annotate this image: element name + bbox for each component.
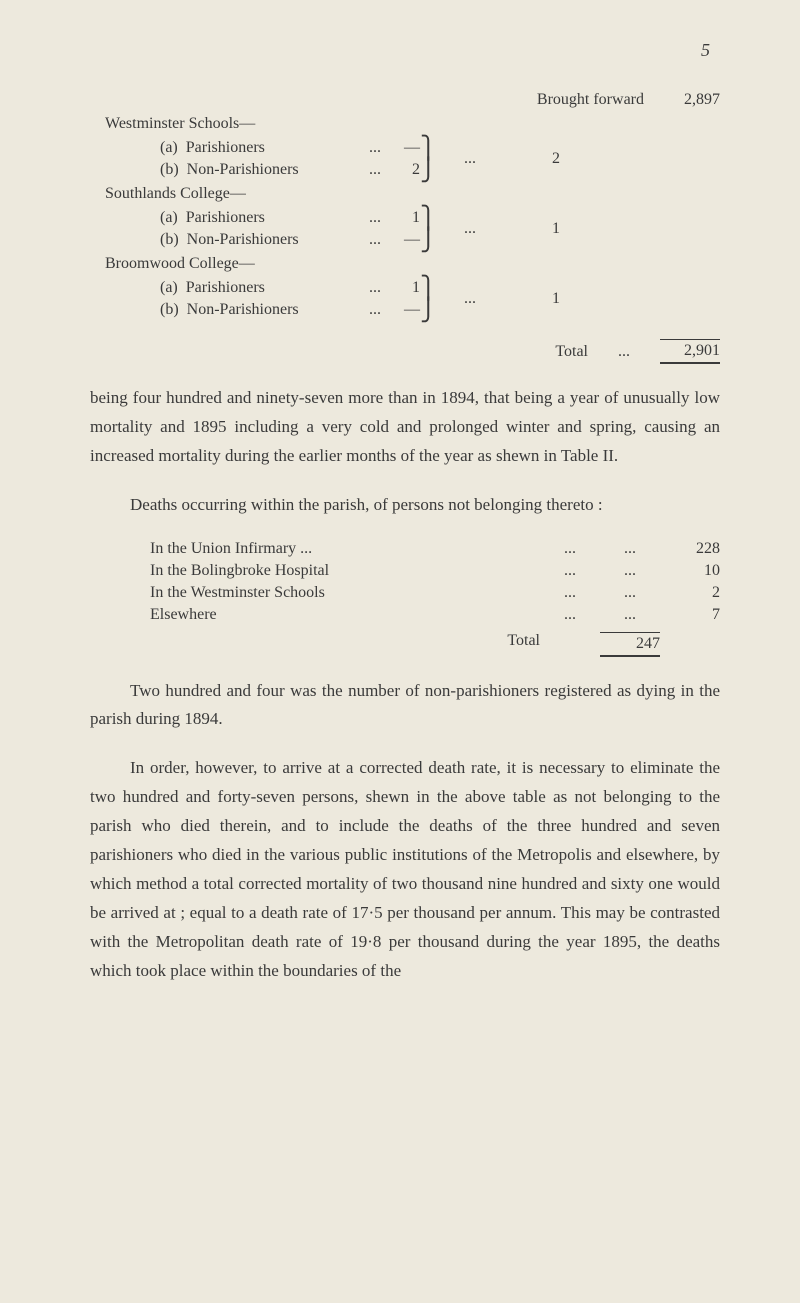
deaths-value: 7: [660, 606, 720, 624]
school-group: (a) Parishioners ... 1 ⎫ (b) Non-Parishi…: [90, 277, 720, 321]
dots: ...: [540, 540, 600, 558]
paragraph: In order, however, to arrive at a correc…: [90, 754, 720, 985]
school-group: (a) Parishioners ... 1 ⎫ (b) Non-Parishi…: [90, 207, 720, 251]
deaths-label: In the Westminster Schools: [150, 584, 540, 602]
dots: ...: [360, 139, 390, 157]
group-dots: ...: [440, 220, 500, 238]
sub-item-value: —: [390, 301, 420, 319]
total-label: Total: [555, 343, 588, 361]
total-value: 2,901: [660, 339, 720, 364]
dots: ...: [600, 584, 660, 602]
dots: ...: [600, 540, 660, 558]
dots: ...: [540, 584, 600, 602]
sub-item-value: —: [390, 231, 420, 249]
deaths-label: In the Union Infirmary ...: [150, 540, 540, 558]
section-heading: Southlands College—: [105, 185, 720, 203]
dots: ...: [600, 562, 660, 580]
section-heading: Westminster Schools—: [105, 115, 720, 133]
school-group: (a) Parishioners ... — ⎫ (b) Non-Parishi…: [90, 137, 720, 181]
sub-item-value: 1: [390, 279, 420, 297]
brought-forward-row: Brought forward 2,897: [90, 91, 720, 109]
section-heading: Broomwood College—: [105, 255, 720, 273]
sub-item-label: (b) Non-Parishioners: [160, 301, 360, 319]
brace-bottom: ⎭: [420, 304, 440, 316]
page-number: 5: [90, 40, 720, 61]
paragraph: Deaths occurring within the parish, of p…: [90, 491, 720, 520]
brace-bottom: ⎭: [420, 234, 440, 246]
deaths-total-row: Total 247: [90, 632, 660, 657]
deaths-label: In the Bolingbroke Hospital: [150, 562, 540, 580]
group-total: 1: [500, 220, 560, 238]
paragraph: Two hundred and four was the number of n…: [90, 677, 720, 735]
sub-item-row: (b) Non-Parishioners ... — ⎭: [160, 231, 440, 249]
sub-item-row: (b) Non-Parishioners ... 2 ⎭: [160, 161, 440, 179]
group-total: 1: [500, 290, 560, 308]
sub-item-value: 2: [390, 161, 420, 179]
document-page: 5 Brought forward 2,897 Westminster Scho…: [0, 0, 800, 1303]
deaths-label: Elsewhere: [150, 606, 540, 624]
dots: ...: [360, 209, 390, 227]
sub-item-label: (a) Parishioners: [160, 209, 360, 227]
total-row: Total ... 2,901: [90, 339, 720, 364]
group-dots: ...: [440, 150, 500, 168]
dots: ...: [360, 301, 390, 319]
sub-item-row: (a) Parishioners ... 1 ⎫: [160, 279, 440, 297]
sub-item-label: (b) Non-Parishioners: [160, 231, 360, 249]
sub-item-value: 1: [390, 209, 420, 227]
dots: ...: [600, 606, 660, 624]
deaths-value: 10: [660, 562, 720, 580]
deaths-value: 2: [660, 584, 720, 602]
brace-top: ⎫: [420, 142, 440, 154]
group-dots: ...: [440, 290, 500, 308]
deaths-total-value: 247: [600, 632, 660, 657]
total-dots: ...: [618, 343, 630, 361]
group-total: 2: [500, 150, 560, 168]
deaths-value: 228: [660, 540, 720, 558]
sub-item-row: (a) Parishioners ... — ⎫: [160, 139, 440, 157]
sub-item-label: (a) Parishioners: [160, 139, 360, 157]
brought-forward-value: 2,897: [684, 91, 720, 109]
brace-top: ⎫: [420, 212, 440, 224]
sub-item-label: (b) Non-Parishioners: [160, 161, 360, 179]
paragraph: being four hundred and ninety-seven more…: [90, 384, 720, 471]
sub-item-row: (a) Parishioners ... 1 ⎫: [160, 209, 440, 227]
deaths-total-label: Total: [507, 632, 540, 657]
deaths-row: In the Union Infirmary ... ... ... 228: [150, 540, 720, 558]
deaths-row: Elsewhere ... ... 7: [150, 606, 720, 624]
dots: ...: [360, 231, 390, 249]
dots: ...: [360, 279, 390, 297]
sub-item-label: (a) Parishioners: [160, 279, 360, 297]
sub-item-value: —: [390, 139, 420, 157]
brace-top: ⎫: [420, 282, 440, 294]
dots: ...: [540, 562, 600, 580]
brace-bottom: ⎭: [420, 164, 440, 176]
deaths-row: In the Bolingbroke Hospital ... ... 10: [150, 562, 720, 580]
dots: ...: [540, 606, 600, 624]
deaths-row: In the Westminster Schools ... ... 2: [150, 584, 720, 602]
brought-forward-label: Brought forward: [537, 91, 644, 109]
sub-item-row: (b) Non-Parishioners ... — ⎭: [160, 301, 440, 319]
dots: ...: [360, 161, 390, 179]
